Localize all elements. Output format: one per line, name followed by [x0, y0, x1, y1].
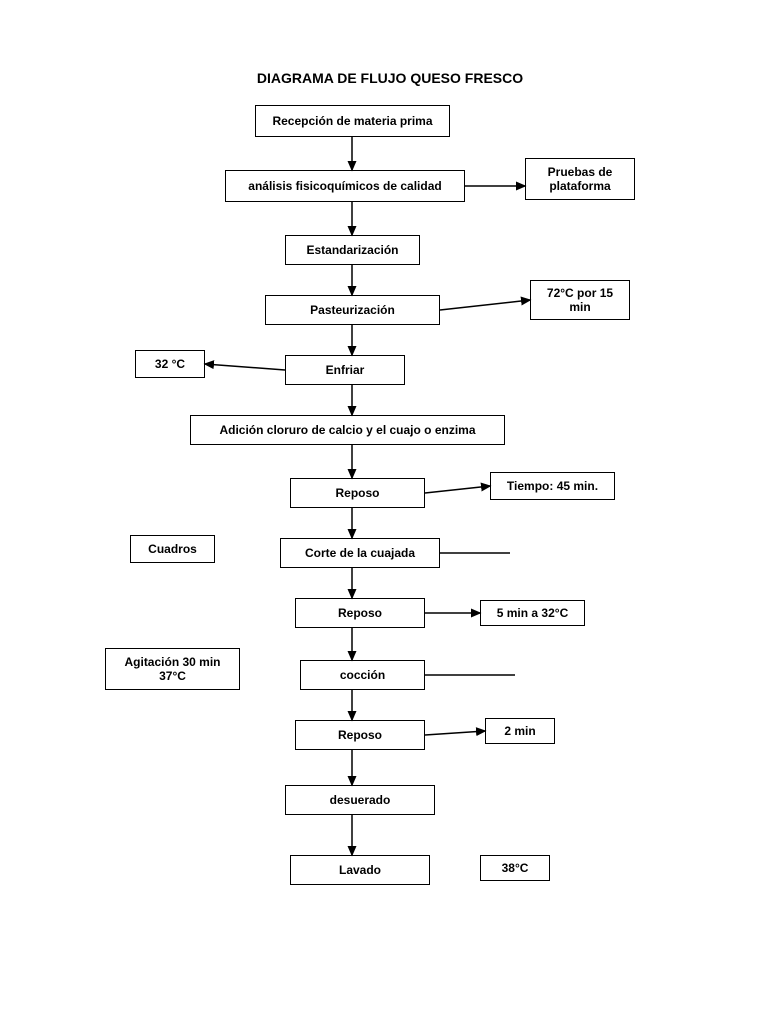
flowchart-node: Enfriar: [285, 355, 405, 385]
flowchart-node: Lavado: [290, 855, 430, 885]
flowchart-node: cocción: [300, 660, 425, 690]
flowchart-node: Tiempo: 45 min.: [490, 472, 615, 500]
flowchart-node: Reposo: [295, 598, 425, 628]
flowchart-node: Pruebas de plataforma: [525, 158, 635, 200]
flowchart-edge: [440, 300, 530, 310]
flowchart-node: Reposo: [290, 478, 425, 508]
flowchart-node: Pasteurización: [265, 295, 440, 325]
flowchart-node: Reposo: [295, 720, 425, 750]
flowchart-edge: [425, 731, 485, 735]
flowchart-node: Agitación 30 min 37°C: [105, 648, 240, 690]
flowchart-node: 5 min a 32°C: [480, 600, 585, 626]
flowchart-edge: [425, 486, 490, 493]
flowchart-edge: [205, 364, 285, 370]
flowchart-node: análisis fisicoquímicos de calidad: [225, 170, 465, 202]
flowchart-node: Adición cloruro de calcio y el cuajo o e…: [190, 415, 505, 445]
flowchart-node: Estandarización: [285, 235, 420, 265]
flowchart-node: 2 min: [485, 718, 555, 744]
flowchart-node: 32 °C: [135, 350, 205, 378]
flowchart-node: Recepción de materia prima: [255, 105, 450, 137]
diagram-title: DIAGRAMA DE FLUJO QUESO FRESCO: [240, 70, 540, 86]
flowchart-node: Corte de la cuajada: [280, 538, 440, 568]
flowchart-node: desuerado: [285, 785, 435, 815]
flowchart-node: 72°C por 15 min: [530, 280, 630, 320]
flowchart-node: Cuadros: [130, 535, 215, 563]
flowchart-node: 38°C: [480, 855, 550, 881]
